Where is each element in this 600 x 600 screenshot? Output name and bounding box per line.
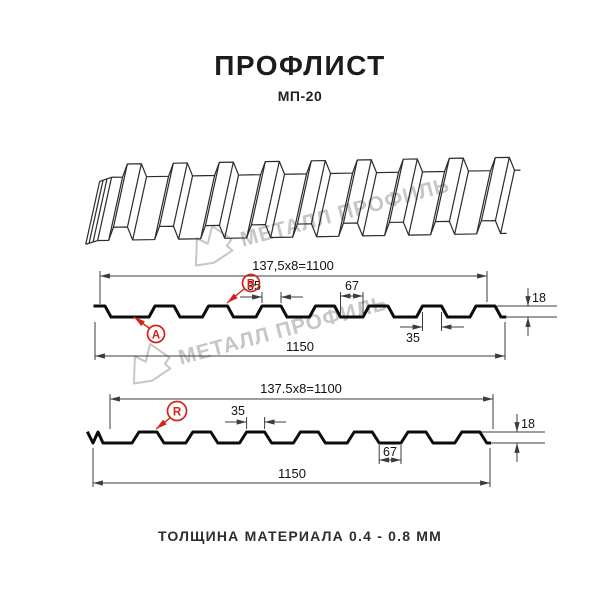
dim-overall-width: 1150 (92, 448, 491, 487)
sheet-rib-lines (108, 157, 516, 241)
dim-module-width: 137,5x8=1100 (99, 258, 488, 304)
profile-view-ab: 137,5x8=1100 35 67 (93, 258, 557, 360)
dim-crest-width: 35 (225, 404, 286, 429)
dim-valley-width-text: 67 (345, 279, 359, 293)
dim-module-width: 137.5x8=1100 (109, 381, 494, 429)
label-b-text: B (247, 279, 255, 291)
page-title: ПРОФЛИСТ (214, 50, 386, 81)
watermark-brand-text: МЕТАЛЛ ПРОФИЛЬ (176, 292, 390, 370)
dim-height-text: 18 (532, 291, 546, 305)
brand-logo-icon (186, 221, 238, 269)
sheet-3d-drawing (85, 156, 522, 245)
dim-crest-width-text: 35 (231, 404, 245, 418)
dim-valley-width: 67 (378, 445, 402, 464)
label-a-text: A (152, 330, 160, 342)
label-circle-r: R (155, 400, 188, 430)
label-r-text: R (173, 407, 182, 419)
dim-height: 18 (481, 414, 545, 462)
dim-module-width-text: 137.5x8=1100 (260, 381, 342, 396)
label-circle-b: B (226, 273, 261, 304)
profile-outline (85, 430, 492, 445)
dim-valley-width-text: 67 (383, 445, 397, 459)
dim-overall-width-text: 1150 (278, 466, 306, 481)
brand-logo-icon (124, 339, 176, 387)
dim-height-text: 18 (521, 417, 535, 431)
label-circle-a: A (133, 316, 166, 344)
dim-crest-width-bottom-text: 35 (406, 331, 420, 345)
dim-height: 18 (497, 288, 557, 336)
dim-overall-width: 1150 (94, 322, 506, 360)
material-thickness-note: ТОЛЩИНА МАТЕРИАЛА 0.4 - 0.8 ММ (157, 528, 443, 544)
dim-module-width-text: 137,5x8=1100 (252, 258, 334, 273)
profile-outline (93, 304, 507, 319)
sheet-cut-edge (85, 176, 113, 245)
dim-valley-width: 67 (340, 279, 364, 315)
dim-crest-width-bottom: 35 (400, 312, 464, 345)
product-code: МП-20 (277, 88, 323, 104)
dim-overall-width-text: 1150 (286, 339, 314, 354)
profile-view-r: 137.5x8=1100 35 67 (85, 381, 545, 487)
